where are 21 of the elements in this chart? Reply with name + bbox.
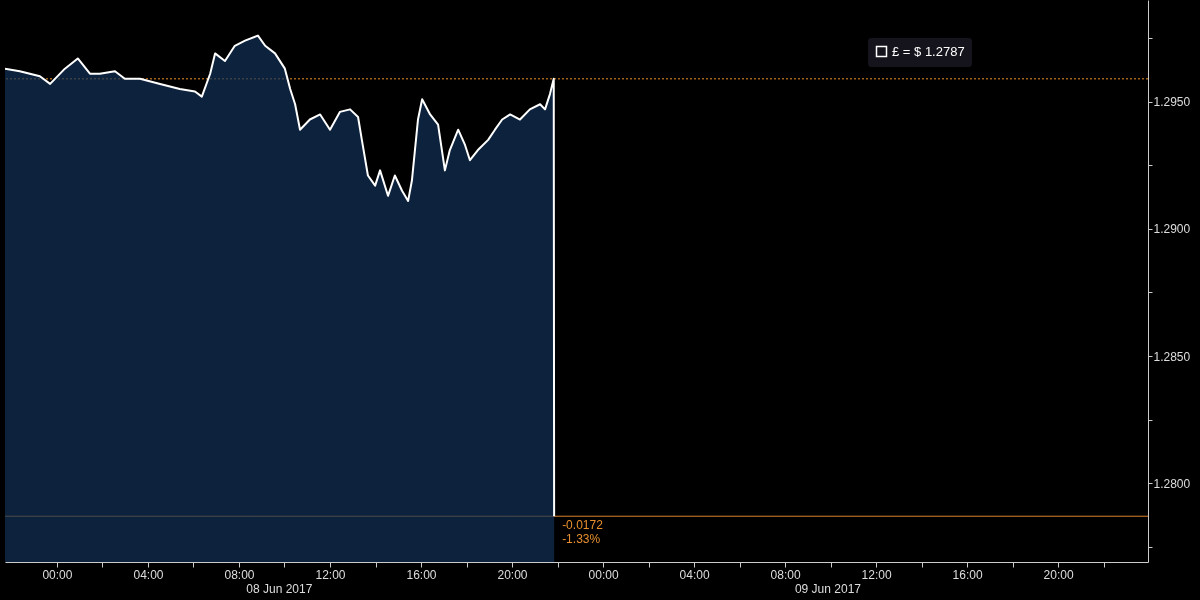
x-tick-label: 04:00 bbox=[679, 567, 710, 582]
y-tick-label: 1.2950 bbox=[1153, 95, 1191, 110]
annotation: -1.33% bbox=[562, 532, 601, 547]
x-tick-label: 16:00 bbox=[406, 567, 437, 582]
x-tick-label: 20:00 bbox=[1043, 567, 1074, 582]
y-tick-label: 1.2850 bbox=[1153, 349, 1191, 364]
x-tick-label: 12:00 bbox=[315, 567, 346, 582]
text: 08 Jun 2017 bbox=[246, 582, 313, 596]
x-tick-label: 00:00 bbox=[588, 567, 619, 582]
x-tick-label: 04:00 bbox=[133, 567, 164, 582]
x-tick-label: 12:00 bbox=[861, 567, 892, 582]
y-tick-label: 1.2900 bbox=[1153, 222, 1191, 237]
annotation: -0.0172 bbox=[562, 518, 604, 533]
x-tick-label: 00:00 bbox=[42, 567, 73, 582]
y-tick-label: 1.2800 bbox=[1153, 476, 1191, 491]
x-tick-label: 20:00 bbox=[497, 567, 528, 582]
legend-label: £ = $ 1.2787 bbox=[892, 43, 965, 59]
x-tick-label: 08:00 bbox=[224, 567, 255, 582]
x-tick-label: 16:00 bbox=[952, 567, 983, 582]
text: 09 Jun 2017 bbox=[794, 582, 862, 596]
x-tick-label: 08:00 bbox=[770, 567, 801, 582]
